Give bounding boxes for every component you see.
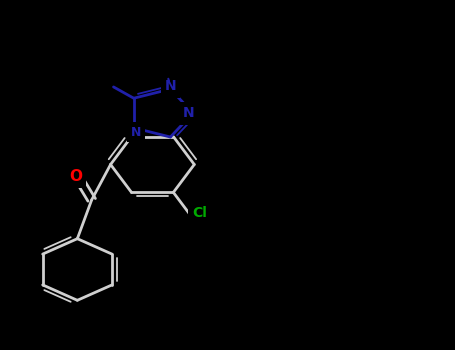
Text: O: O (69, 169, 82, 184)
Text: N: N (131, 126, 141, 139)
Text: N: N (182, 106, 194, 120)
Text: Cl: Cl (190, 204, 208, 222)
Text: Cl: Cl (192, 206, 207, 220)
Text: N: N (165, 79, 176, 93)
Text: O: O (68, 167, 83, 186)
Text: N: N (182, 104, 195, 122)
Text: N: N (163, 77, 177, 95)
Text: N: N (130, 125, 142, 140)
